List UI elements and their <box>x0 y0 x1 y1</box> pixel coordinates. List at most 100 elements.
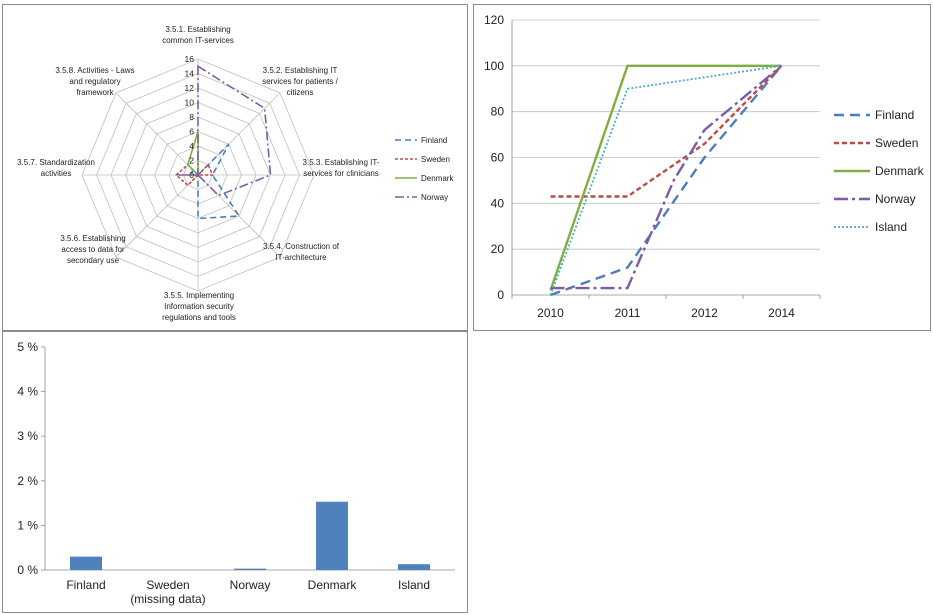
radar-spoke <box>197 92 281 176</box>
line-x-tick-label: 2014 <box>768 306 795 320</box>
radar-axis-label-line: 3.5.5. Implementing <box>164 291 234 300</box>
bar-y-tick-label: 5 % <box>17 340 38 354</box>
radar-axis-label-line: IT-architecture <box>275 253 327 262</box>
radar-chart-panel: 0 2 4 6 8 10 12 14 16 3.5.1. Establishing common I… <box>2 4 468 331</box>
line-legend-label-sweden: Sweden <box>875 136 918 150</box>
radar-tick-labels: 0 2 4 6 8 10 12 14 16 <box>185 54 195 180</box>
radar-tick-label: 8 <box>189 112 194 122</box>
line-legend-label-island: Island <box>875 220 907 234</box>
radar-axis-label-line: 3.5.2. Establishing IT <box>263 66 338 75</box>
line-y-tick-label: 20 <box>491 242 505 256</box>
line-chart: 0 20 40 60 80 100 120 2010 2011 2012 2014 Finland Sw… <box>484 13 925 320</box>
line-y-tick-label: 120 <box>484 13 504 27</box>
line-y-tick-label: 100 <box>484 59 504 73</box>
radar-series-norway <box>176 64 272 197</box>
line-series-sweden <box>550 64 783 198</box>
bar-category-label: Finland <box>66 578 105 592</box>
bar-4 <box>398 564 430 570</box>
line-y-tick-label: 40 <box>491 196 505 210</box>
bar-chart-panel: 0 % 1 % 2 % 3 % 4 % 5 % Finland Sweden (missing … <box>2 331 468 613</box>
line-series-island <box>549 64 782 296</box>
radar-legend: Finland Sweden Denmark Norway <box>395 136 454 202</box>
line-series-denmark <box>549 64 782 291</box>
radar-axis-label-line: services for patients / <box>262 77 338 86</box>
radar-axis-label-line: framework <box>76 88 114 97</box>
radar-tick-label: 14 <box>185 69 195 79</box>
radar-legend-label-denmark: Denmark <box>421 174 454 183</box>
bar-category-label-line: (missing data) <box>130 592 205 606</box>
bar-y-tick-label: 4 % <box>17 385 38 399</box>
bar-category-label: Denmark <box>308 578 358 592</box>
radar-axis-label-line: regulations and tools <box>162 313 236 322</box>
bar-y-tick-label: 1 % <box>17 518 38 532</box>
radar-chart: 0 2 4 6 8 10 12 14 16 3.5.1. Establishing common I… <box>17 25 454 322</box>
radar-spoke <box>115 92 199 176</box>
radar-tick-label: 12 <box>185 83 195 93</box>
line-x-tick-label: 2012 <box>691 306 718 320</box>
line-y-tick-label: 0 <box>497 288 504 302</box>
radar-axis-label: 3.5.7. Standardization activities <box>17 158 95 178</box>
radar-axis-label-line: 3.5.6. Establishing <box>60 234 125 243</box>
bar-category-label-line: Island <box>398 578 430 592</box>
bar-y-tick-label: 3 % <box>17 429 38 443</box>
line-series-finland <box>550 65 783 297</box>
bar-category-label-line: Sweden <box>146 578 189 592</box>
line-legend: Finland Sweden Denmark Norway Island <box>834 108 925 234</box>
radar-axis-label-line: activities <box>41 169 72 178</box>
radar-axis-label: 3.5.8. Activities - Laws and regulatory fr… <box>55 66 134 97</box>
line-series-norway <box>550 64 783 290</box>
radar-axis-label-line: 3.5.1. Establishing <box>165 25 230 34</box>
radar-series-sweden <box>175 163 214 187</box>
line-legend-label-norway: Norway <box>875 192 916 206</box>
radar-tick-label: 4 <box>189 141 194 151</box>
radar-axis-label-line: common IT-services <box>162 36 234 45</box>
bar-category-label: Island <box>398 578 430 592</box>
bar-category-label-line: Finland <box>66 578 105 592</box>
bar-category-label: Norway <box>230 578 271 592</box>
line-x-tick-label: 2010 <box>537 306 564 320</box>
radar-axis-label-line: citizens <box>287 88 314 97</box>
radar-legend-label-sweden: Sweden <box>421 155 450 164</box>
line-grid <box>512 19 820 296</box>
radar-series-finland <box>189 143 241 220</box>
radar-axis-label: 3.5.1. Establishing common IT-services <box>162 25 234 45</box>
radar-axis-label-line: Information security <box>164 302 234 311</box>
radar-legend-label-finland: Finland <box>421 136 447 145</box>
radar-axis-label-line: and regulatory <box>69 77 120 86</box>
bar-chart: 0 % 1 % 2 % 3 % 4 % 5 % Finland Sweden (missing … <box>17 340 455 606</box>
line-y-tick-label: 60 <box>491 151 505 165</box>
radar-axis-label-line: access to data for <box>61 245 124 254</box>
radar-tick-label: 10 <box>185 98 195 108</box>
radar-tick-label: 6 <box>189 127 194 137</box>
radar-axis-label-line: 3.5.3. Establishing IT- <box>303 158 380 167</box>
radar-axis-label-line: services for clinicians <box>303 169 379 178</box>
radar-axis-label-line: 3.5.4. Construction of <box>263 242 340 251</box>
line-legend-label-finland: Finland <box>875 108 914 122</box>
radar-axis-label: 3.5.5. Implementing Information security r… <box>162 291 236 322</box>
line-y-tick-label: 80 <box>491 105 505 119</box>
bar-2 <box>234 568 266 570</box>
line-x-tick-label: 2011 <box>615 306 641 320</box>
line-chart-panel: 0 20 40 60 80 100 120 2010 2011 2012 2014 Finland Sw… <box>473 4 931 331</box>
bar-category-label-line: Norway <box>230 578 271 592</box>
radar-tick-label: 0 <box>189 170 194 180</box>
bar-0 <box>70 556 102 570</box>
line-legend-label-denmark: Denmark <box>875 164 925 178</box>
bar-y-tick-label: 0 % <box>17 563 38 577</box>
bar-y-tick-label: 2 % <box>17 474 38 488</box>
bar-category-label: Sweden (missing data) <box>130 578 205 606</box>
radar-axis-label: 3.5.2. Establishing IT services for patie… <box>262 66 338 97</box>
radar-axis-label-line: secondary use <box>67 256 120 265</box>
radar-tick-label: 2 <box>189 156 194 166</box>
radar-axis-label-line: 3.5.8. Activities - Laws <box>55 66 134 75</box>
radar-spoke <box>115 174 199 258</box>
radar-tick-label: 16 <box>185 54 195 64</box>
bar-3 <box>316 501 348 570</box>
radar-axis-label: 3.5.6. Establishing access to data for sec… <box>60 234 125 265</box>
radar-legend-label-norway: Norway <box>421 193 448 202</box>
radar-axis-label-line: 3.5.7. Standardization <box>17 158 95 167</box>
bar-category-label-line: Denmark <box>308 578 358 592</box>
radar-series-denmark <box>186 131 199 177</box>
radar-axis-label: 3.5.3. Establishing IT-services for clin… <box>303 158 380 178</box>
radar-axis-label: 3.5.4. Construction of IT-architecture <box>263 242 340 262</box>
